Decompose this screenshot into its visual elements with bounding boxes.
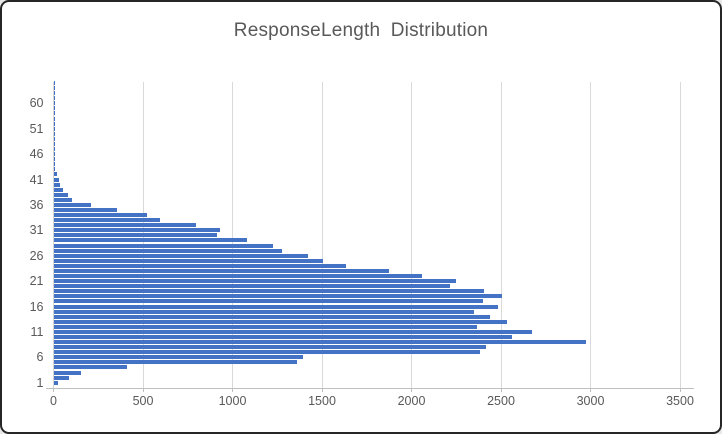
y-axis-label-36[interactable]: 36 [29, 197, 44, 212]
bar-category-53[interactable] [54, 116, 55, 121]
bar-category-51[interactable] [54, 126, 55, 131]
x-axis-label-0[interactable]: 0 [50, 393, 57, 408]
bar-category-21[interactable] [54, 279, 457, 284]
bar-category-60[interactable] [54, 81, 55, 85]
gridline-x-3000 [590, 82, 591, 388]
bar-category-49[interactable] [54, 136, 55, 141]
bar-category-12[interactable] [54, 324, 477, 329]
bar-category-39[interactable] [54, 187, 63, 192]
bar-category-55[interactable] [54, 106, 55, 111]
bar-category-1[interactable] [54, 380, 58, 385]
x-axis-line [45, 387, 694, 389]
gridline-x-2500 [500, 82, 502, 388]
bar-category-2[interactable] [54, 375, 70, 380]
bar-category-32[interactable] [54, 223, 196, 228]
x-axis-label-2500[interactable]: 2500 [487, 393, 515, 408]
bar-category-33[interactable] [54, 218, 161, 223]
x-tickmark-3000 [590, 387, 591, 392]
x-tickmark-1000 [232, 387, 233, 392]
bar-category-56[interactable] [54, 101, 55, 106]
bar-category-46[interactable] [54, 152, 55, 157]
bar-category-41[interactable] [54, 177, 59, 182]
bar-category-22[interactable] [54, 274, 422, 279]
bar-category-28[interactable] [54, 243, 273, 248]
y-axis-label-41[interactable]: 41 [29, 172, 44, 187]
bar-category-8[interactable] [54, 345, 487, 350]
bar-category-16[interactable] [54, 304, 499, 309]
bar-category-14[interactable] [54, 314, 491, 319]
bar-category-45[interactable] [54, 157, 55, 162]
bar-category-26[interactable] [54, 253, 308, 258]
bar-category-4[interactable] [54, 365, 127, 370]
bar-category-29[interactable] [54, 238, 248, 243]
bar-category-13[interactable] [54, 319, 507, 324]
chart-title[interactable]: ResponseLength Distribution [233, 20, 489, 41]
x-axis-label-2000[interactable]: 2000 [397, 393, 426, 408]
bar-category-36[interactable] [54, 202, 91, 207]
bar-category-48[interactable] [54, 141, 55, 146]
bar-category-11[interactable] [54, 329, 532, 334]
gridline-x-3500 [679, 82, 681, 388]
bar-category-59[interactable] [54, 86, 55, 91]
bar-category-50[interactable] [54, 131, 55, 136]
bar-category-30[interactable] [54, 233, 217, 238]
bar-category-10[interactable] [54, 335, 512, 339]
bar-category-43[interactable] [54, 167, 56, 172]
x-tickmark-0 [53, 387, 54, 392]
bar-category-17[interactable] [54, 299, 484, 304]
bar-category-15[interactable] [54, 309, 475, 314]
bar-category-3[interactable] [54, 370, 82, 375]
bar-category-58[interactable] [54, 91, 55, 96]
bar-category-40[interactable] [54, 182, 61, 187]
x-axis-label-1500[interactable]: 1500 [308, 393, 336, 408]
y-axis-label-60[interactable]: 60 [29, 96, 44, 111]
bar-category-6[interactable] [54, 355, 303, 360]
bar-category-31[interactable] [54, 228, 221, 233]
bar-category-25[interactable] [54, 258, 324, 263]
y-axis-label-16[interactable]: 16 [29, 299, 44, 314]
bar-category-35[interactable] [54, 208, 117, 212]
x-axis-label-3500[interactable]: 3500 [666, 393, 694, 408]
y-axis-label-51[interactable]: 51 [29, 121, 44, 136]
bar-category-52[interactable] [54, 121, 55, 126]
x-tickmark-1500 [321, 387, 323, 392]
bar-category-44[interactable] [54, 162, 56, 167]
y-axis-label-11[interactable]: 11 [30, 324, 44, 339]
x-axis-label-500[interactable]: 500 [132, 393, 154, 408]
bar-category-54[interactable] [54, 111, 55, 116]
y-axis-label-26[interactable]: 26 [29, 248, 44, 263]
bar-category-23[interactable] [54, 268, 390, 273]
gridline-x-1500 [321, 82, 323, 388]
x-tickmark-3500 [679, 387, 681, 392]
y-axis-line [53, 82, 54, 388]
bar-category-34[interactable] [54, 213, 147, 218]
y-axis-label-31[interactable]: 31 [29, 223, 44, 238]
x-tickmark-500 [142, 387, 144, 392]
bar-category-19[interactable] [54, 289, 485, 294]
x-axis-label-1000[interactable]: 1000 [218, 393, 247, 408]
bar-category-37[interactable] [54, 197, 72, 202]
gridline-x-1000 [232, 82, 233, 388]
bar-category-9[interactable] [54, 340, 586, 345]
gridline-x-2000 [411, 82, 412, 388]
bar-category-7[interactable] [54, 350, 481, 355]
bar-category-18[interactable] [54, 294, 503, 299]
bar-category-20[interactable] [54, 284, 450, 289]
bar-category-57[interactable] [54, 96, 55, 101]
x-tickmark-2000 [411, 387, 412, 392]
bar-category-24[interactable] [54, 263, 346, 268]
x-tickmark-2500 [500, 387, 502, 392]
y-axis-label-46[interactable]: 46 [29, 147, 44, 162]
bar-category-47[interactable] [54, 147, 55, 152]
y-axis-label-1[interactable]: 1 [36, 375, 44, 390]
bar-category-42[interactable] [54, 172, 57, 177]
bar-category-5[interactable] [54, 360, 297, 365]
y-axis-label-6[interactable]: 6 [36, 350, 44, 365]
bar-category-38[interactable] [54, 192, 68, 197]
y-axis-label-21[interactable]: 21 [29, 274, 44, 289]
x-axis-label-3000[interactable]: 3000 [576, 393, 605, 408]
bar-category-27[interactable] [54, 248, 282, 253]
